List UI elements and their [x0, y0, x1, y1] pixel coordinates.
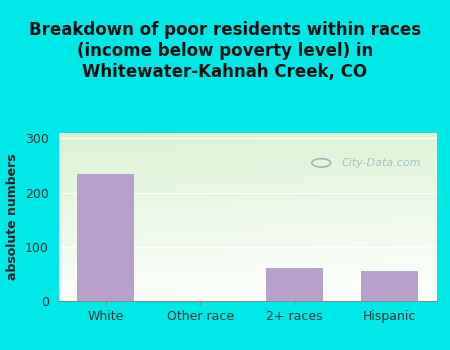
Text: City-Data.com: City-Data.com — [342, 158, 422, 168]
Text: Breakdown of poor residents within races
(income below poverty level) in
Whitewa: Breakdown of poor residents within races… — [29, 21, 421, 80]
Y-axis label: absolute numbers: absolute numbers — [6, 154, 19, 280]
Bar — [361, 271, 418, 301]
Bar — [266, 268, 323, 301]
Bar — [77, 174, 134, 301]
